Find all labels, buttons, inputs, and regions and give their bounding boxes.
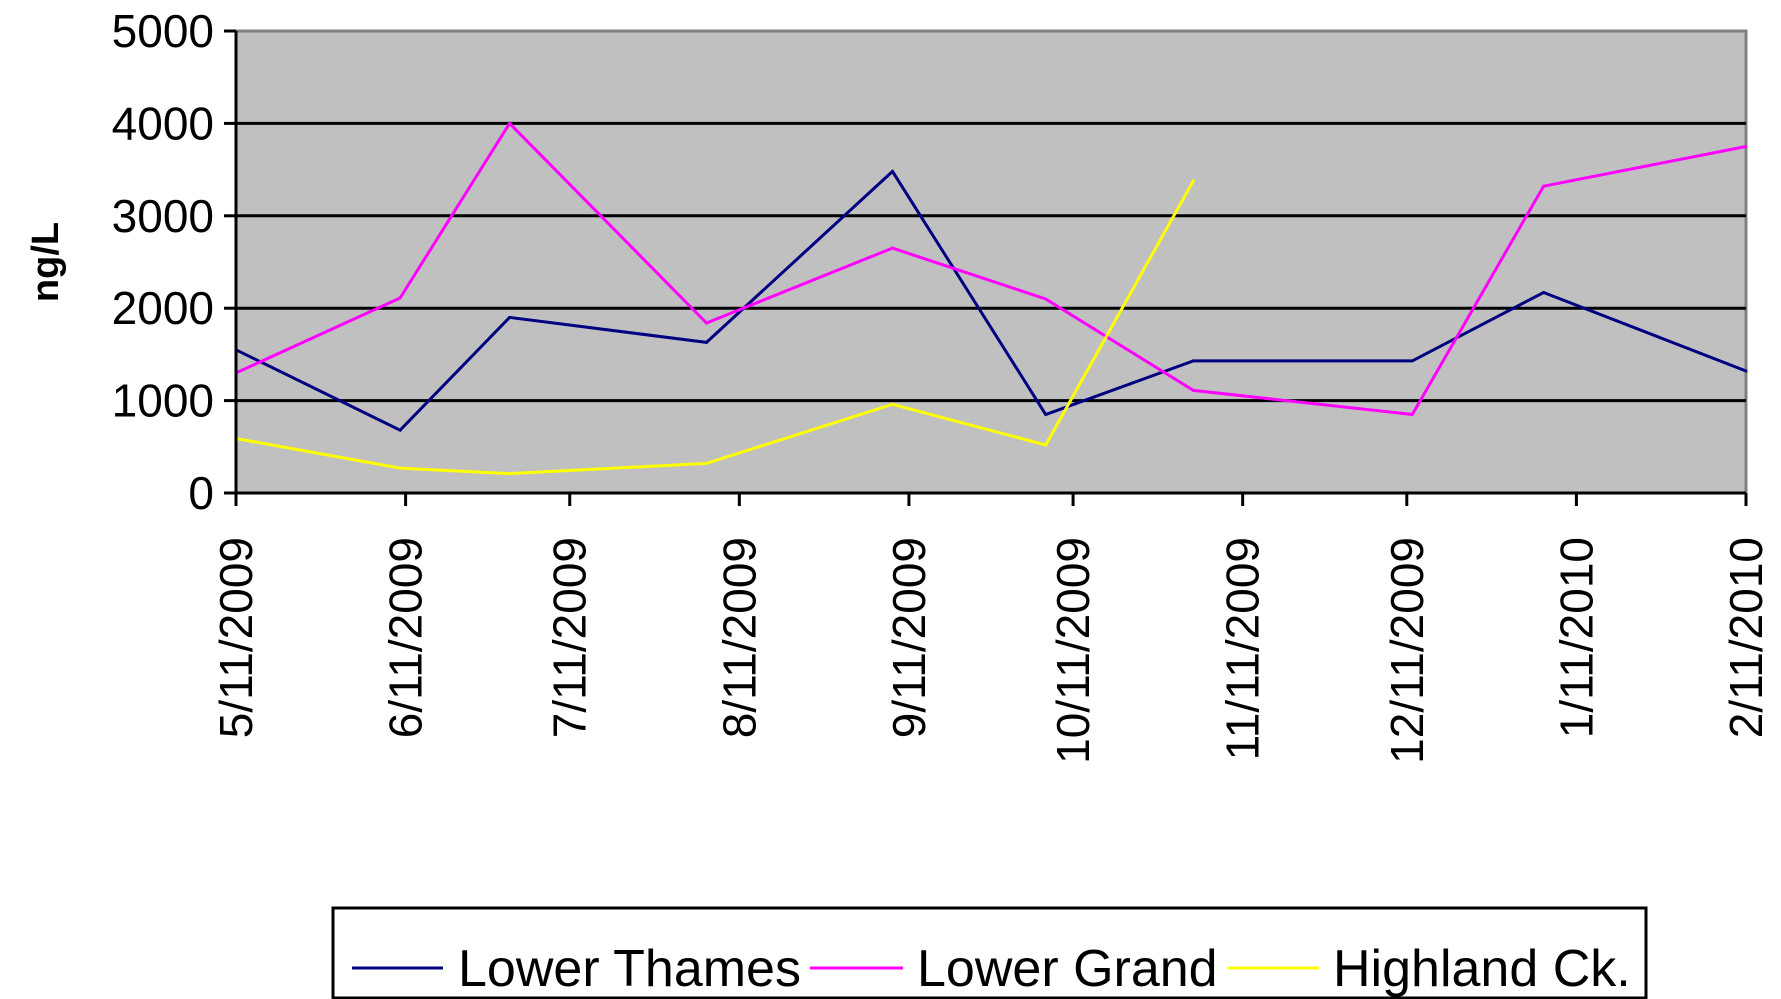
axes bbox=[234, 31, 1746, 495]
data-point-lower-grand bbox=[705, 321, 709, 325]
x-tick-label: 10/11/2009 bbox=[1047, 537, 1099, 764]
y-axis-title: ng/L bbox=[25, 222, 67, 302]
data-point-lower-thames bbox=[705, 340, 709, 344]
x-tick-label: 5/11/2009 bbox=[210, 537, 262, 738]
data-point-highland-ck bbox=[1044, 443, 1048, 447]
x-tick-label: 9/11/2009 bbox=[883, 537, 935, 738]
data-point-lower-thames bbox=[1410, 359, 1414, 363]
data-point-lower-grand bbox=[891, 246, 895, 250]
data-point-highland-ck bbox=[398, 466, 402, 470]
legend-label-lower-thames: Lower Thames bbox=[458, 940, 801, 998]
data-point-lower-thames bbox=[891, 169, 895, 173]
legend-label-highland-ck: Highland Ck. bbox=[1333, 940, 1631, 998]
y-tick-label: 5000 bbox=[112, 5, 214, 57]
y-tick-label: 1000 bbox=[112, 375, 214, 427]
x-tick-label: 6/11/2009 bbox=[380, 537, 432, 738]
data-point-lower-thames bbox=[1044, 412, 1048, 416]
legend-box bbox=[331, 906, 1648, 999]
series-line-lower-grand bbox=[235, 120, 1747, 417]
x-tick-label: 11/11/2009 bbox=[1217, 537, 1269, 760]
data-point-lower-thames bbox=[508, 315, 512, 319]
data-point-lower-thames bbox=[1542, 290, 1546, 294]
legend: Lower Thames Lower Grand Highland Ck. bbox=[331, 906, 1648, 999]
x-tick-label: 2/11/2010 bbox=[1720, 537, 1772, 738]
x-tick-label: 8/11/2009 bbox=[713, 537, 765, 738]
data-point-lower-thames bbox=[398, 428, 402, 432]
y-tick-labels: 0 1000 2000 3000 4000 5000 bbox=[112, 5, 236, 519]
y-tick-label: 2000 bbox=[112, 282, 214, 334]
data-point-highland-ck bbox=[891, 402, 895, 406]
x-tick-label: 1/11/2010 bbox=[1550, 537, 1602, 738]
y-tick-label: 3000 bbox=[112, 190, 214, 242]
y-tick-label: 0 bbox=[188, 467, 214, 519]
data-point-lower-grand bbox=[1410, 412, 1414, 416]
x-tick-label: 12/11/2009 bbox=[1381, 537, 1433, 764]
data-point-highland-ck bbox=[508, 472, 512, 476]
data-point-lower-grand bbox=[398, 296, 402, 300]
y-tick-label: 4000 bbox=[112, 97, 214, 149]
data-point-lower-thames bbox=[1744, 369, 1748, 373]
data-point-lower-grand bbox=[1044, 297, 1048, 301]
x-tick-label: 7/11/2009 bbox=[544, 537, 596, 738]
data-point-lower-grand bbox=[508, 121, 512, 125]
plot-area bbox=[234, 29, 1748, 495]
data-point-highland-ck bbox=[705, 461, 709, 465]
legend-label-lower-grand: Lower Grand bbox=[917, 940, 1218, 998]
data-point-lower-grand bbox=[1542, 184, 1546, 188]
x-tick-labels: 5/11/2009 6/11/2009 7/11/2009 8/11/2009 9/11… bbox=[210, 493, 1772, 764]
data-point-highland-ck bbox=[1191, 179, 1195, 183]
data-point-lower-grand bbox=[1191, 388, 1195, 392]
gridlines bbox=[236, 121, 1746, 403]
series-line-lower-thames bbox=[235, 169, 1747, 433]
data-point-lower-grand bbox=[1744, 145, 1748, 148]
data-point-lower-thames bbox=[1191, 359, 1195, 363]
